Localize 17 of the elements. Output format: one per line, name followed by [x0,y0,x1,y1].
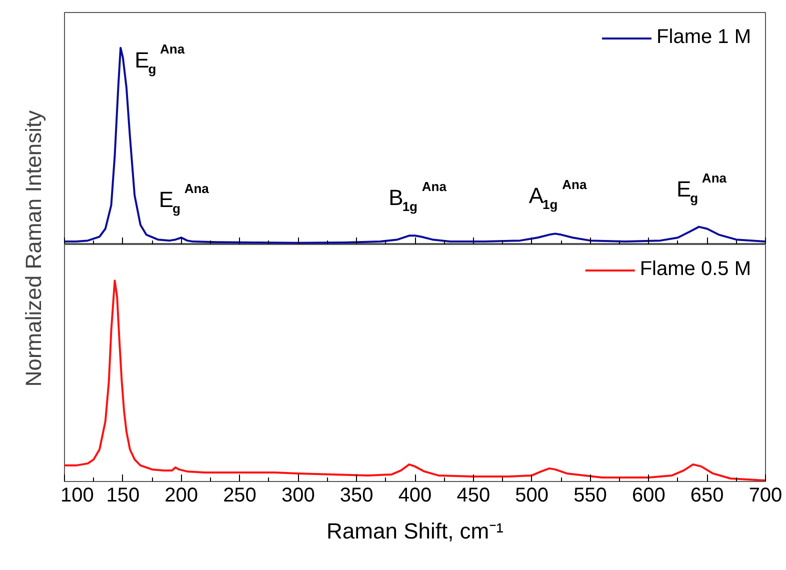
x-tick-label: 250 [223,484,256,506]
y-axis-title: Normalized Raman Intensity [21,110,46,387]
x-tick-label: 550 [574,484,607,506]
x-tick-label: 600 [632,484,666,506]
x-tick-label: 650 [690,484,724,506]
x-tick-label: 700 [748,484,782,506]
x-tick-label: 150 [106,484,140,506]
legend-label: Flame 1 M [656,26,751,49]
legend-label: Flame 0.5 M [640,258,751,281]
x-tick-label: 450 [456,484,490,506]
x-tick-label: 200 [164,484,198,506]
x-tick-label: 300 [281,484,315,506]
x-axis-title: Raman Shift, cm⁻¹ [326,518,504,544]
x-tick-label: 100 [60,484,94,506]
x-tick-label: 500 [515,484,549,506]
x-tick-label: 350 [340,484,374,506]
x-tick-label: 400 [398,484,432,506]
